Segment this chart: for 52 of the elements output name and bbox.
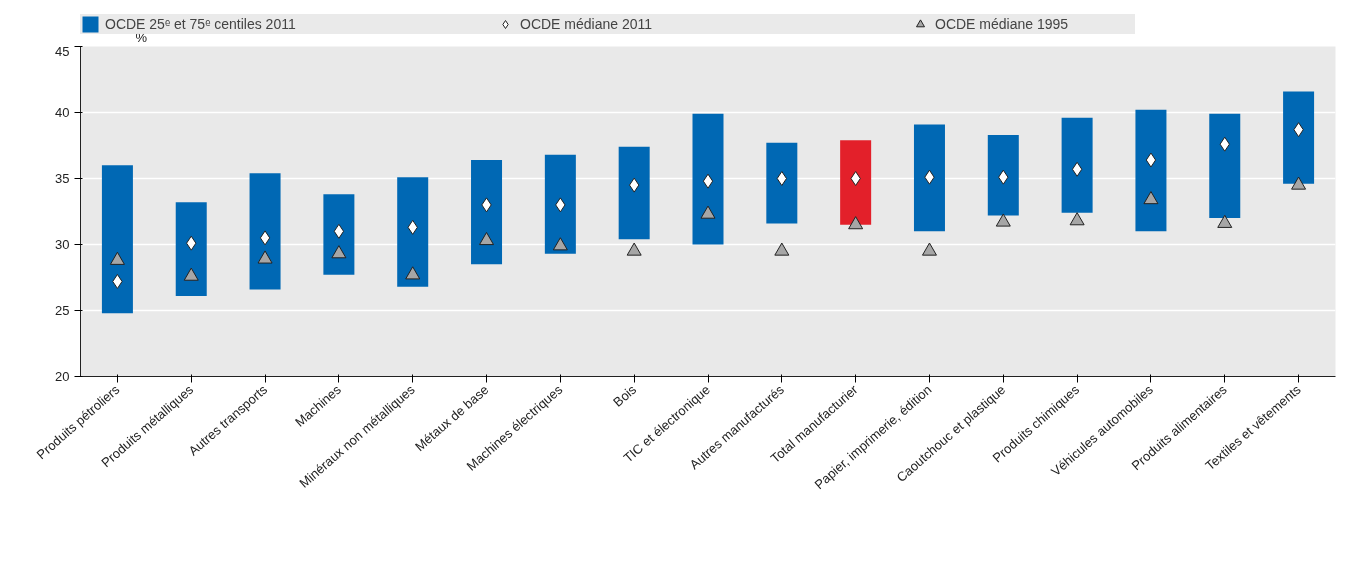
point [702, 173, 714, 189]
bar [544, 154, 576, 254]
bar [840, 140, 872, 225]
bar [1209, 113, 1241, 219]
y-axis-title: % [135, 29, 148, 45]
point [1217, 214, 1233, 228]
bar [1283, 91, 1315, 184]
legend-label: OCDE 25ᵉ et 75ᵉ centiles 2011 [105, 16, 297, 32]
point [1145, 152, 1157, 168]
point [776, 171, 787, 186]
bar [323, 194, 355, 275]
point [552, 237, 568, 251]
y-tick-label: 20 [55, 369, 70, 384]
bar [1061, 117, 1093, 213]
point [626, 242, 642, 256]
bar [913, 124, 945, 232]
y-tick-label: 30 [55, 237, 70, 252]
point [995, 213, 1011, 227]
point [183, 267, 199, 281]
bar [692, 113, 724, 245]
bar [397, 177, 429, 287]
point [1069, 212, 1085, 226]
point [109, 251, 125, 265]
point [405, 266, 421, 280]
bar [249, 173, 281, 290]
point [259, 230, 271, 246]
y-tick-label: 35 [55, 171, 70, 186]
point [1143, 191, 1159, 205]
bar [471, 160, 503, 265]
y-tick-label: 40 [55, 105, 70, 120]
point [921, 242, 937, 256]
point [331, 245, 347, 259]
point [479, 231, 495, 246]
point [848, 216, 864, 230]
point [333, 223, 345, 239]
point [700, 205, 716, 219]
legend-label: OCDE médiane 2011 [520, 16, 654, 32]
y-tick-label: 45 [55, 43, 70, 59]
point [774, 242, 790, 256]
point [257, 250, 273, 264]
point [1291, 176, 1307, 190]
bar [987, 134, 1019, 216]
y-tick-label: 25 [55, 303, 70, 318]
x-tick-label: Bois [610, 381, 640, 410]
legend-label: OCDE médiane 1995 [935, 16, 1070, 32]
bar [175, 202, 207, 296]
point [1071, 161, 1083, 177]
bar [766, 142, 798, 224]
bar [618, 146, 650, 240]
bar [101, 165, 133, 314]
bar [1135, 109, 1167, 232]
point [850, 171, 861, 186]
